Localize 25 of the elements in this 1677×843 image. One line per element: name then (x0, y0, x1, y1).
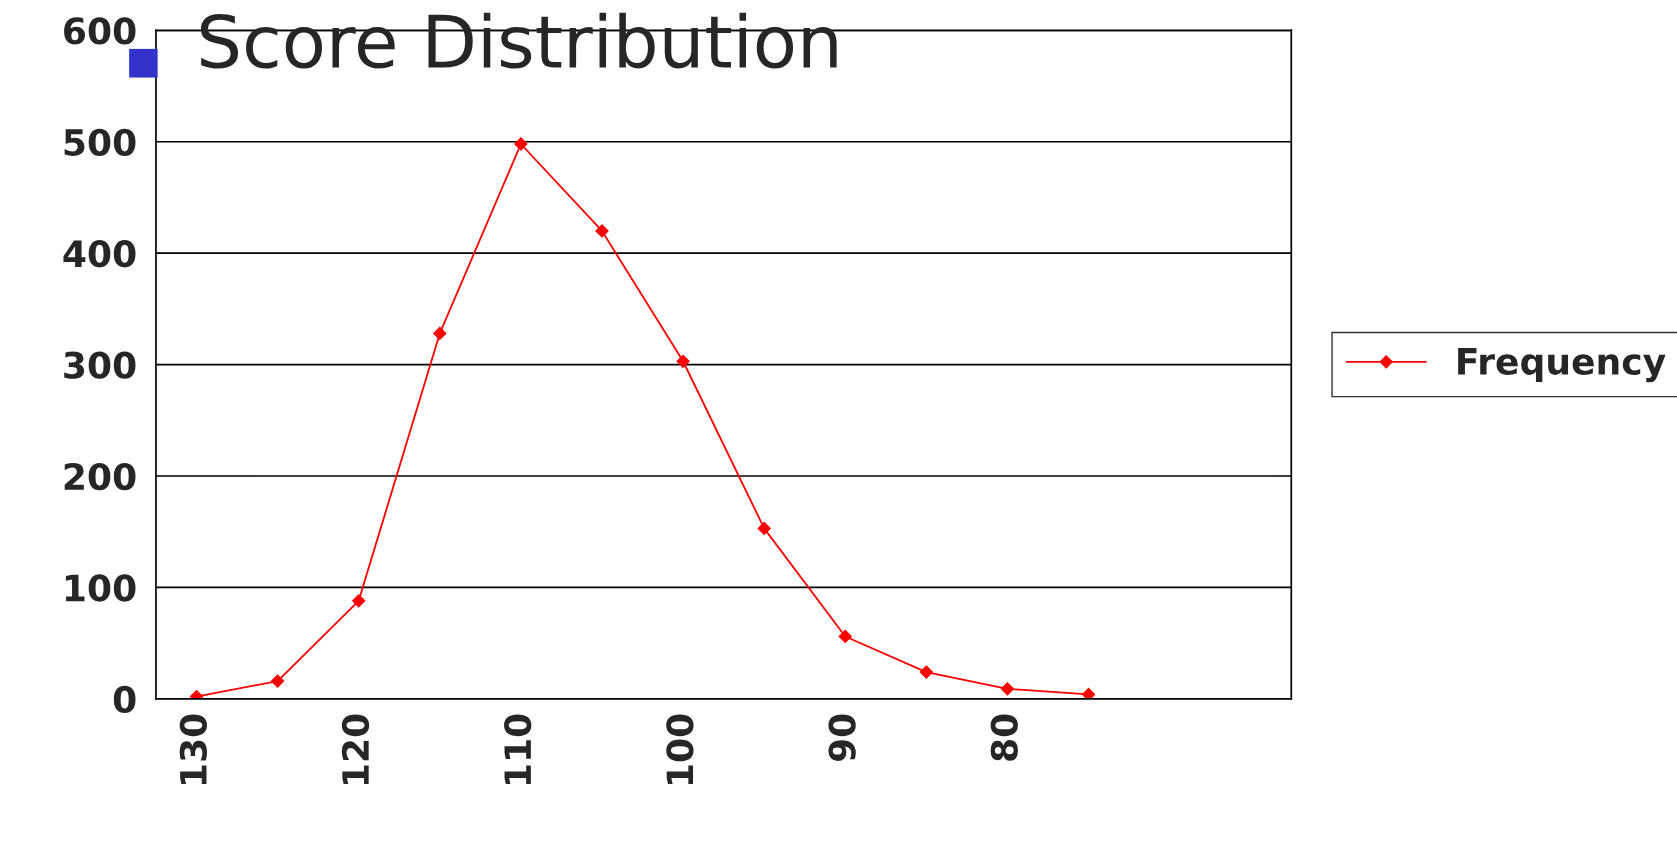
y-tick-label: 600 (64, 17, 136, 45)
x-tick-label: 80 (990, 714, 1018, 761)
point (919, 665, 933, 679)
point (676, 354, 690, 368)
x-tick-label: 110 (504, 714, 532, 785)
x-tick-label: 100 (666, 714, 694, 785)
y-tick-label: 500 (64, 128, 136, 156)
y-tick-label: 400 (63, 240, 136, 268)
y-tick-label: 100 (65, 574, 136, 602)
point (1081, 687, 1096, 699)
point (433, 326, 447, 340)
point (595, 224, 609, 238)
point (757, 521, 771, 535)
y-tick-label: 300 (64, 351, 136, 379)
point (1000, 682, 1015, 696)
y-tick-label: 200 (64, 462, 136, 491)
point (838, 629, 852, 644)
x-tick-label: 90 (828, 714, 856, 762)
point (352, 594, 366, 608)
x-tick-label: 130 (179, 714, 207, 785)
point (271, 674, 285, 688)
y-tick-label: 0 (113, 685, 136, 714)
legend-label: Frequency (1458, 348, 1666, 383)
x-tick-label: 120 (341, 714, 370, 785)
point (514, 137, 528, 151)
